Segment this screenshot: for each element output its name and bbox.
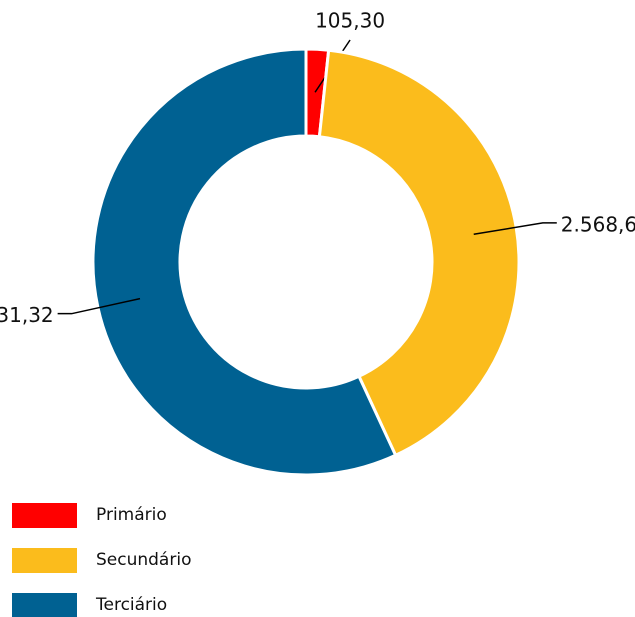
donut-slice	[317, 48, 521, 458]
legend-label: Terciário	[95, 595, 167, 615]
leader-line	[473, 222, 557, 236]
legend-swatch	[12, 593, 77, 617]
data-label: 3.531,32	[0, 303, 54, 327]
legend-swatch	[12, 503, 77, 528]
leader-line	[57, 297, 141, 315]
legend-label: Primário	[96, 505, 167, 525]
data-label: 2.568,68	[561, 212, 635, 236]
data-label: 105,30	[315, 9, 385, 33]
legend-swatch	[12, 548, 77, 573]
donut-slice	[91, 47, 398, 477]
legend-label: Secundário	[96, 550, 191, 570]
